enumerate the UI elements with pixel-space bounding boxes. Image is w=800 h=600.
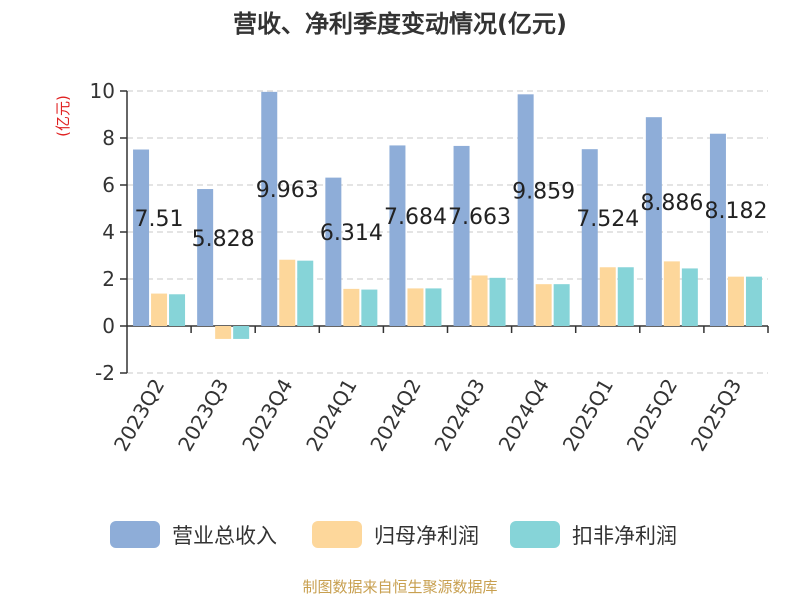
bar [215,326,232,339]
bar [425,288,442,326]
data-label: 6.314 [320,221,383,246]
bar [709,133,726,326]
bar [389,145,406,326]
x-tick-label: 2025Q1 [558,375,618,456]
bar [471,275,488,326]
bar [343,288,360,326]
bar [197,189,214,326]
bar [169,294,186,326]
data-label: 9.859 [512,179,575,204]
bar [553,284,570,326]
bar [517,94,534,326]
x-tick-label: 2024Q3 [429,375,489,456]
legend-swatch [510,521,560,548]
chart-title: 营收、净利季度变动情况(亿元) [233,10,567,38]
y-tick-label: 6 [102,173,115,197]
bar [489,277,506,326]
bars [133,91,762,339]
bar [745,276,762,326]
bar [617,267,634,326]
bar [233,326,250,339]
data-label: 7.663 [448,205,511,230]
data-label: 5.828 [192,227,255,252]
x-tick-label: 2024Q4 [494,375,554,456]
data-label: 8.886 [640,191,703,216]
bar [133,149,150,326]
x-tick-label: 2023Q4 [237,375,297,456]
x-tick-label: 2024Q1 [301,375,361,456]
y-axis-unit-label: (亿元) [54,95,72,137]
bar [727,276,744,326]
y-tick-label: 2 [102,267,115,291]
y-tick-label: 8 [102,126,115,150]
x-tick-label: 2023Q3 [173,375,233,456]
legend-swatch [110,521,160,548]
bar [645,117,662,326]
data-label: 9.963 [256,178,319,203]
bar [261,91,278,326]
bar [151,293,168,326]
legend-label: 营业总收入 [172,524,277,548]
legend-label: 扣非净利润 [572,524,677,548]
bar [581,149,598,326]
source-note: 制图数据来自恒生聚源数据库 [302,578,497,596]
bar [535,284,552,326]
bar [453,145,470,326]
data-label: 7.51 [135,207,184,232]
legend: 营业总收入 归母净利润 扣非净利润 [110,521,677,548]
bar [297,260,314,326]
data-label: 8.182 [704,199,767,224]
bar [361,289,378,326]
bar [599,267,616,326]
x-tick-label: 2023Q2 [109,375,169,456]
y-tick-label: -2 [95,361,115,385]
data-label: 7.524 [576,207,639,232]
legend-label: 归母净利润 [374,524,479,548]
x-tick-label: 2025Q2 [622,375,682,456]
data-label: 7.684 [384,205,447,230]
legend-swatch [312,521,362,548]
y-tick-label: 10 [90,79,115,103]
x-tick-label: 2025Q3 [686,375,746,456]
bar [407,288,424,326]
x-tick-label: 2024Q2 [365,375,425,456]
bar [279,259,296,326]
y-tick-label: 0 [102,314,115,338]
y-tick-label: 4 [102,220,115,244]
bar [663,261,680,326]
bar [325,177,342,326]
bar [681,268,698,326]
